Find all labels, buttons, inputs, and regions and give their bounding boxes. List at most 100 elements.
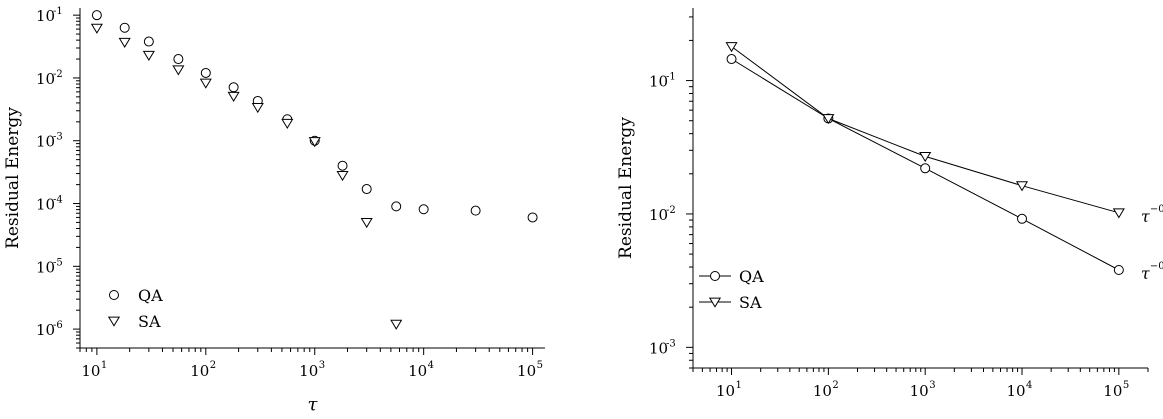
legend-marker — [708, 297, 722, 308]
x-tick-label: 10 5 — [517, 360, 543, 380]
data-point-sa — [360, 218, 373, 229]
y-tick-label: 10-4 — [36, 195, 63, 214]
y-axis-title: Residual Energy — [3, 107, 23, 249]
y-tick-label: 10-5 — [36, 257, 63, 276]
y-tick-exp: -2 — [666, 205, 676, 216]
x-axis-title: τ — [916, 414, 927, 419]
x-tick-base: 10 — [813, 382, 832, 400]
x-tick-base: 10 — [910, 382, 929, 400]
x-tick-label: 10 1 — [716, 380, 742, 400]
annotation-sa: τ−0.2 — [1141, 204, 1163, 226]
data-point-sa — [822, 114, 835, 125]
data-point-qa — [1017, 213, 1028, 224]
data-point-qa — [337, 160, 348, 171]
data-point-sa — [251, 102, 264, 114]
data-point-sa — [90, 23, 103, 34]
y-tick-exp: -6 — [53, 320, 63, 331]
y-tick-exp: -1 — [53, 6, 63, 17]
series-line-sa — [731, 46, 1120, 214]
y-tick-label: 10-2 — [36, 69, 63, 88]
data-point-sa — [227, 91, 240, 103]
data-point-qa — [726, 54, 737, 65]
annotation-qa: τ−0.4 — [1141, 261, 1163, 283]
y-axis-title: Residual Energy — [616, 117, 636, 259]
annotation-exp: −0.4 — [1150, 261, 1163, 272]
legend-marker — [107, 316, 121, 327]
y-tick-base: 10 — [36, 321, 55, 339]
y-tick-exp: -3 — [53, 132, 63, 143]
data-point-qa — [1113, 265, 1124, 276]
y-tick-exp: -5 — [53, 257, 63, 268]
x-tick-label: 10 2 — [813, 380, 839, 400]
y-tick-exp: -1 — [666, 72, 676, 83]
x-tick-exp: 1 — [736, 380, 742, 391]
x-tick-label: 10 5 — [1103, 380, 1129, 400]
data-point-sa — [281, 118, 294, 129]
data-point-sa — [118, 37, 131, 48]
legend-label: SA — [739, 293, 762, 312]
x-tick-exp: 5 — [537, 360, 543, 371]
data-point-qa — [119, 22, 130, 33]
data-point-sa — [308, 137, 321, 148]
y-tick-label: 10-6 — [36, 320, 63, 339]
y-tick-label: 10-1 — [649, 72, 676, 91]
x-tick-label: 10 4 — [1006, 380, 1032, 400]
annotation-exp: −0.2 — [1150, 204, 1163, 215]
data-point-sa — [172, 65, 185, 76]
legend-marker — [109, 290, 119, 300]
x-tick-label: 10 3 — [910, 380, 936, 400]
y-tick-exp: -4 — [53, 195, 63, 206]
series-sa — [90, 23, 403, 330]
x-tick-base: 10 — [1103, 382, 1122, 400]
y-tick-label: 10-3 — [36, 132, 63, 151]
legend-item-qa: QA — [109, 286, 163, 305]
data-point-sa — [142, 50, 155, 61]
data-point-sa — [336, 171, 349, 182]
annotation-base: τ — [1141, 264, 1151, 283]
data-point-qa — [361, 184, 372, 195]
x-tick-base: 10 — [81, 362, 100, 380]
legend-marker — [710, 271, 720, 281]
x-tick-base: 10 — [299, 362, 318, 380]
data-point-qa — [228, 82, 239, 93]
data-point-qa — [470, 205, 481, 216]
series-sa — [725, 42, 1125, 219]
data-point-qa — [143, 36, 154, 47]
data-point-sa — [390, 319, 403, 330]
x-tick-exp: 1 — [101, 360, 107, 371]
y-tick-base: 10 — [36, 70, 55, 88]
legend-label: QA — [138, 286, 163, 305]
x-tick-base: 10 — [190, 362, 209, 380]
x-tick-exp: 3 — [929, 380, 935, 391]
x-tick-exp: 3 — [319, 360, 325, 371]
series-qa — [726, 54, 1124, 276]
x-tick-base: 10 — [517, 362, 536, 380]
data-point-sa — [1112, 208, 1125, 219]
y-tick-exp: -2 — [53, 69, 63, 80]
annotation-base: τ — [1141, 207, 1151, 226]
x-tick-exp: 2 — [210, 360, 216, 371]
x-tick-base: 10 — [716, 382, 735, 400]
y-tick-base: 10 — [36, 258, 55, 276]
series-qa — [91, 10, 538, 223]
data-point-qa — [920, 163, 931, 174]
x-axis-title: τ — [308, 394, 319, 415]
legend-item-sa: SA — [699, 293, 762, 312]
y-tick-exp: -3 — [666, 338, 676, 349]
data-point-sa — [1015, 181, 1029, 192]
data-point-sa — [199, 78, 212, 89]
x-tick-exp: 4 — [1026, 380, 1032, 391]
y-tick-label: 10-3 — [649, 338, 676, 357]
legend-item-qa: QA — [699, 267, 764, 286]
data-point-sa — [919, 152, 932, 163]
x-tick-label: 10 3 — [299, 360, 325, 380]
y-tick-base: 10 — [649, 339, 668, 357]
x-tick-base: 10 — [408, 362, 427, 380]
data-point-qa — [391, 201, 402, 212]
data-point-qa — [173, 54, 184, 65]
y-tick-label: 10-1 — [36, 6, 63, 25]
legend-label: QA — [739, 267, 764, 286]
x-tick-exp: 4 — [428, 360, 434, 371]
